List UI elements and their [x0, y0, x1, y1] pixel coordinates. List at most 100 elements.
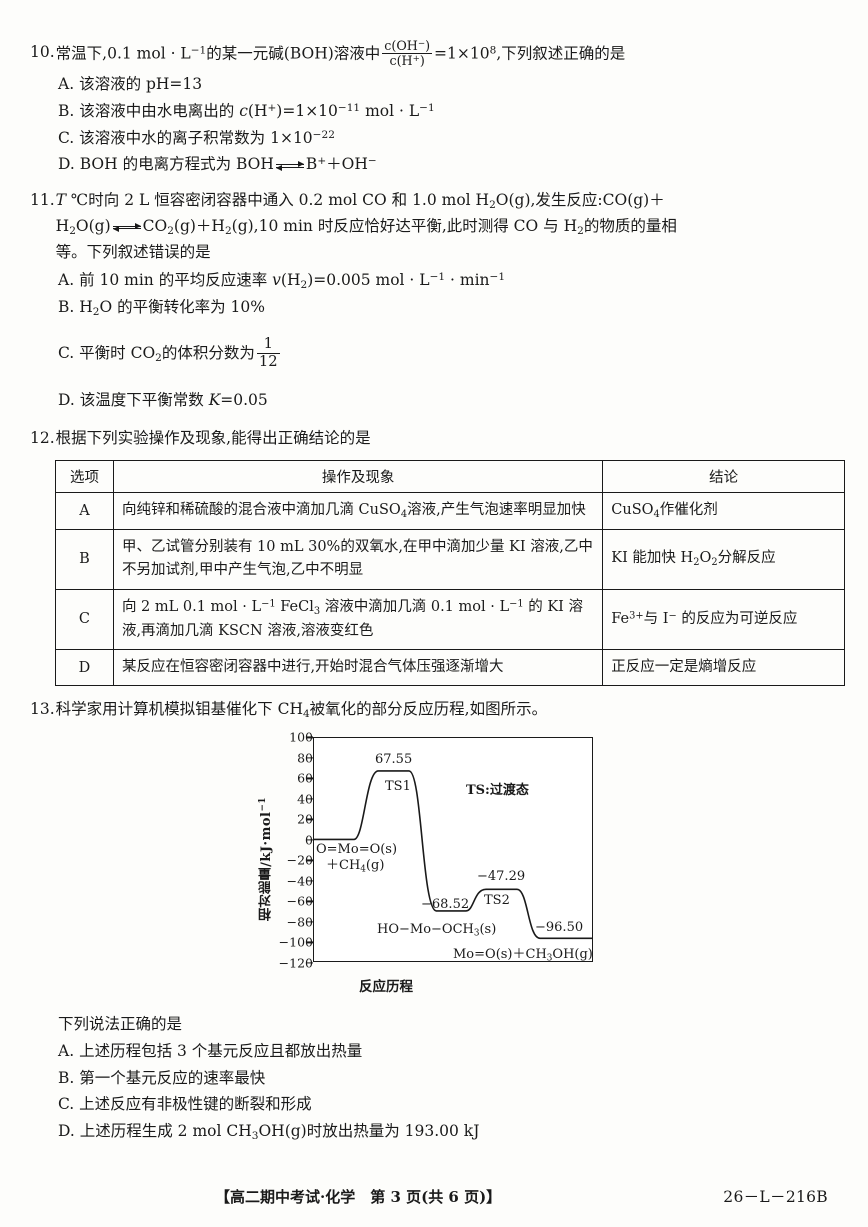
label-value-ts1: 67.55	[375, 752, 413, 768]
q11-option-c: C. 平衡时 CO2的体积分数为 1 12	[30, 331, 838, 377]
row-a-conclusion: CuSO4作催化剂	[602, 492, 845, 530]
chart-note-ts: TS:过渡态	[466, 783, 529, 799]
q11-option-d-text: 该温度下平衡常数 K=0.05	[79, 391, 268, 410]
y-tick-20: 20	[297, 811, 313, 827]
energy-profile-curve	[314, 770, 592, 940]
q10-ratio-fraction: c(OH−) c(H+)	[382, 38, 433, 69]
table-row: A 向纯锌和稀硫酸的混合液中滴加几滴 CuSO4溶液,产生气泡速率明显加快 Cu…	[55, 492, 845, 530]
q11-option-b-text: H2O 的平衡转化率为 10%	[79, 298, 266, 319]
q10-option-c-text: 该溶液中水的离子积常数为 1×10−22	[79, 128, 335, 147]
q10-option-a: A. 该溶液的 pH=13	[30, 71, 838, 98]
label-value-ts2: −47.29	[477, 869, 526, 885]
q10-unit-exp: −1	[190, 44, 207, 57]
q11-option-c-fraction: 1 12	[256, 335, 280, 370]
q13-option-d: D. 上述历程生成 2 mol CH3OH(g)时放出热量为 193.00 kJ	[30, 1118, 838, 1145]
q10-fraction-numerator: c(OH−)	[382, 38, 433, 55]
y-tick-100: 100	[289, 729, 313, 745]
label-state-ts2: TS2	[484, 893, 510, 909]
row-d-operation: 某反应在恒容密闭容器中进行,开始时混合气体压强逐渐增大	[112, 648, 604, 687]
row-c-option: C	[55, 588, 114, 650]
question-10: 10. 常温下,0.1 mol · L−1的某一元碱(BOH)溶液中 c(OH−)…	[30, 38, 838, 69]
question-11: 11. T ℃时向 2 L 恒容密闭容器中通入 0.2 mol CO 和 1.0…	[30, 188, 838, 265]
row-d-conclusion: 正反应一定是熵增反应	[602, 648, 845, 687]
row-a-operation: 向纯锌和稀硫酸的混合液中滴加几滴 CuSO4溶液,产生气泡速率明显加快	[112, 492, 604, 530]
q13-option-c: C. 上述反应有非极性键的断裂和形成	[30, 1091, 838, 1118]
y-tick-40: 40	[297, 791, 313, 807]
row-c-conclusion: Fe3+与 I− 的反应为可逆反应	[602, 588, 845, 650]
label-state-product: Mo=O(s)＋CH3OH(g)	[453, 947, 593, 964]
row-b-operation: 甲、乙试管分别装有 10 mL 30%的双氧水,在甲中滴加少量 KI 溶液,乙中…	[112, 528, 604, 590]
row-b-option: B	[55, 528, 114, 590]
q10-option-d-text: BOH 的电离方程式为 BOH B+＋OH−	[79, 155, 377, 174]
q11-option-a: A. 前 10 min 的平均反应速率 v(H2)=0.005 mol · L−…	[30, 267, 838, 294]
q13-option-d-text: 上述历程生成 2 mol CH3OH(g)时放出热量为 193.00 kJ	[79, 1122, 480, 1143]
q11-option-c-text: 平衡时 CO2的体积分数为	[79, 344, 255, 365]
question-13: 13. 科学家用计算机模拟钼基催化下 CH4被氧化的部分反应历程,如图所示。	[30, 697, 838, 723]
equilibrium-arrow-icon	[112, 219, 141, 235]
y-tick-neg60: −60	[286, 893, 313, 909]
q13-option-a-label: A.	[58, 1042, 75, 1061]
q11-option-a-text: 前 10 min 的平均反应速率 v(H2)=0.005 mol · L−1 ·…	[79, 271, 506, 292]
question-11-stem: T ℃时向 2 L 恒容密闭容器中通入 0.2 mol CO 和 1.0 mol…	[55, 191, 677, 262]
q10-stem-post: ,下列叙述正确的是	[496, 44, 626, 63]
table-header-row: 选项 操作及现象 结论	[55, 460, 845, 494]
q13-option-c-label: C.	[58, 1095, 75, 1114]
q10-option-a-text: 该溶液的 pH=13	[79, 75, 203, 94]
q13-option-d-label: D.	[58, 1122, 75, 1141]
q10-fraction-denominator: c(H+)	[389, 53, 425, 69]
q11-option-c-label: C.	[58, 344, 75, 363]
chart-plot-area: 67.55 TS1 TS:过渡态 O=Mo=O(s) ＋CH4(g) −68.5…	[313, 737, 593, 964]
table-header-option: 选项	[55, 460, 114, 494]
q10-option-d-label: D.	[58, 155, 75, 174]
experiment-table: 选项 操作及现象 结论 A 向纯锌和稀硫酸的混合液中滴加几滴 CuSO4溶液,产…	[55, 460, 845, 687]
q13-prompt: 下列说法正确的是	[58, 1015, 183, 1034]
question-11-number: 11.	[30, 191, 55, 210]
equilibrium-arrow-icon	[275, 158, 304, 174]
label-state-intermediate: HO−Mo−OCH3(s)	[377, 922, 497, 939]
footer-paper-code: 26－L－216B	[723, 1188, 828, 1206]
row-a-option: A	[55, 492, 114, 530]
question-13-stem: 科学家用计算机模拟钼基催化下 CH4被氧化的部分反应历程,如图所示。	[55, 700, 548, 721]
question-10-stem: 常温下,0.1 mol · L−1的某一元碱(BOH)溶液中 c(OH−) c(H+…	[55, 38, 838, 69]
reaction-energy-diagram: 相对能量/kJ·mol−1 100 80 60 40 20 0 −20 −40 …	[0, 729, 868, 999]
q10-stem-exponent: 8	[489, 44, 497, 57]
y-tick-neg40: −40	[286, 873, 313, 889]
q10-option-a-label: A.	[58, 75, 75, 94]
q10-stem-mid: 的某一元碱(BOH)溶液中	[206, 44, 381, 63]
table-row: C 向 2 mL 0.1 mol · L−1 FeCl3 溶液中滴加几滴 0.1…	[55, 588, 845, 650]
y-tick-neg20: −20	[286, 852, 313, 868]
y-tick-60: 60	[297, 770, 313, 786]
y-tick-neg120: −120	[278, 955, 313, 971]
q11-fraction-numerator: 1	[256, 335, 280, 354]
q10-stem-eq: =1×10	[434, 44, 490, 63]
question-13-number: 13.	[30, 700, 55, 719]
q10-option-b: B. 该溶液中由水电离出的 c(H+)=1×10−11 mol · L−1	[30, 98, 838, 125]
q11-fraction-denominator: 12	[258, 352, 278, 370]
q13-option-a-text: 上述历程包括 3 个基元反应且都放出热量	[79, 1042, 363, 1061]
row-c-operation: 向 2 mL 0.1 mol · L−1 FeCl3 溶液中滴加几滴 0.1 m…	[112, 588, 604, 650]
q10-option-c-label: C.	[58, 128, 75, 147]
q11-option-d-label: D.	[58, 391, 75, 410]
q10-stem-pre: 常温下,0.1 mol · L	[55, 44, 191, 63]
question-12: 12. 根据下列实验操作及现象,能得出正确结论的是	[30, 426, 838, 451]
page-footer: 【高二期中考试·化学 第 3 页(共 6 页)】 26－L－216B	[30, 1185, 838, 1207]
row-b-conclusion: KI 能加快 H2O2分解反应	[602, 528, 845, 590]
label-value-intermediate: −68.52	[421, 897, 470, 913]
table-row: D 某反应在恒容密闭容器中进行,开始时混合气体压强逐渐增大 正反应一定是熵增反应	[55, 648, 845, 687]
row-d-option: D	[55, 648, 114, 687]
q13-option-c-text: 上述反应有非极性键的断裂和形成	[79, 1095, 312, 1114]
table-header-conclusion: 结论	[602, 460, 845, 494]
q13-option-b-label: B.	[58, 1068, 75, 1087]
q11-option-a-label: A.	[58, 271, 75, 290]
table-header-operation: 操作及现象	[112, 460, 604, 494]
label-state-ts1: TS1	[385, 779, 411, 795]
question-12-number: 12.	[30, 428, 55, 447]
label-value-product: −96.50	[535, 920, 584, 936]
q10-option-c: C. 该溶液中水的离子积常数为 1×10−22	[30, 125, 838, 152]
chart-x-axis-label: 反应历程	[359, 979, 413, 996]
q10-option-b-text: 该溶液中由水电离出的 c(H+)=1×10−11 mol · L−1	[79, 102, 435, 121]
q13-option-b: B. 第一个基元反应的速率最快	[30, 1065, 838, 1092]
y-tick-neg100: −100	[278, 934, 313, 950]
label-state-reactant: O=Mo=O(s) ＋CH4(g)	[316, 842, 398, 875]
